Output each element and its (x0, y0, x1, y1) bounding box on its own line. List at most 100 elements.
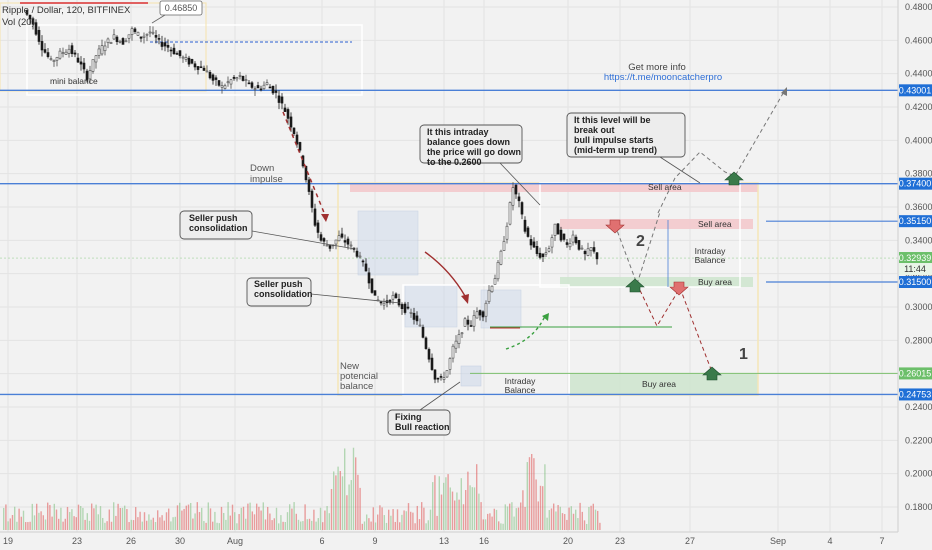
volume-bar (346, 495, 348, 530)
volume-bar (253, 514, 256, 530)
candle-body (451, 345, 455, 359)
volume-bar (205, 522, 207, 530)
volume-bar (487, 513, 489, 530)
volume-bar (561, 513, 564, 530)
scenario-2-label: 2 (636, 233, 645, 250)
candle-body (493, 278, 497, 285)
seller-push-box-2 (404, 284, 458, 328)
candle-body (148, 31, 152, 34)
volume-bar (370, 521, 372, 530)
volume-bar (88, 520, 91, 530)
candle-body (463, 318, 467, 327)
volume-bar (201, 507, 203, 530)
volume-bar (502, 523, 504, 530)
volume-bar (280, 515, 282, 530)
candle-body (223, 85, 227, 89)
candle-body (445, 370, 449, 378)
volume-bar (509, 503, 511, 530)
volume-bar (531, 453, 533, 530)
volume-bar (427, 520, 429, 530)
volume-bar (249, 502, 251, 530)
volume-bar (146, 520, 148, 530)
volume-bar (333, 471, 335, 530)
price-tag-text: 11:44 (904, 264, 926, 274)
volume-bar (566, 519, 568, 530)
volume-bar (592, 503, 594, 530)
candle-body (520, 202, 524, 215)
candle-body (193, 63, 197, 68)
candle-body (301, 155, 305, 167)
intraday-balance-right-text: Intraday Balance (695, 246, 726, 265)
candle-body (556, 223, 560, 235)
volume-bar (102, 517, 104, 530)
volume-bar (517, 507, 520, 530)
volume-bar (473, 487, 476, 530)
seller-push-2-callout (246, 277, 312, 307)
fixing-box (460, 365, 482, 387)
volume-bar (445, 477, 447, 530)
volume-bar (498, 521, 500, 530)
volume-bar (124, 505, 126, 530)
volume-bar (22, 510, 25, 530)
volume-bar (33, 515, 36, 530)
volume-bar (377, 514, 379, 530)
volume-bar (590, 505, 592, 530)
sell-area-top-zone (350, 183, 758, 192)
candle-body (37, 29, 41, 42)
volume-bar (110, 521, 113, 530)
volume-bar (599, 522, 601, 530)
candle-body (58, 50, 62, 59)
volume-bar (245, 518, 247, 530)
candle-body (130, 28, 134, 35)
candle-body (460, 332, 464, 335)
volume-bar (447, 474, 449, 530)
callout-intraday-text: It this intraday balance goes down the pri… (427, 127, 521, 167)
fixing-callout (387, 409, 451, 436)
volume-bar (355, 457, 357, 530)
candle-body (391, 294, 395, 300)
volume-bar (150, 519, 152, 530)
annotations: mini balance Down impulse Seller push consol… (50, 62, 726, 436)
volume-bar (84, 519, 86, 530)
candle-body (244, 79, 248, 82)
candle-body (184, 57, 188, 60)
price-tag-text: 0.43001 (899, 85, 932, 95)
link-text: https://t.me/mooncatcherpro (604, 72, 722, 83)
sell-area-mid-label: Sell area (698, 219, 732, 229)
green-arrowhead (542, 313, 549, 321)
volume-bar (548, 510, 550, 530)
volume-bar (238, 514, 240, 530)
volume-bar (546, 517, 548, 530)
volume-bar (36, 503, 38, 530)
price-tag (899, 276, 932, 288)
candle-body (343, 240, 347, 243)
volume-bar (11, 515, 14, 530)
x-tick-label: 4 (827, 536, 832, 546)
volume-bar (154, 522, 157, 530)
candle-body (505, 225, 509, 240)
candle-body (409, 312, 413, 314)
volume-bar (108, 509, 110, 530)
volume-bar (291, 508, 293, 530)
volume-bar (9, 518, 11, 530)
volume-bar (190, 502, 192, 530)
candle-body (250, 82, 254, 88)
volume-bar (462, 504, 465, 530)
candle-body (544, 252, 548, 255)
volume-bar (385, 522, 388, 530)
volume-bar (313, 509, 315, 530)
volume-bar (568, 507, 570, 530)
candle-body (196, 66, 200, 70)
volume-bar (141, 521, 143, 530)
seller-push-box-1 (357, 210, 419, 276)
volume-bar (399, 522, 401, 530)
green-curve-arrow (505, 315, 546, 350)
volume-bar (363, 521, 366, 530)
volume-bar (401, 514, 403, 530)
x-tick-label: 19 (3, 536, 13, 546)
buy-arrow-icon-3 (702, 366, 722, 381)
